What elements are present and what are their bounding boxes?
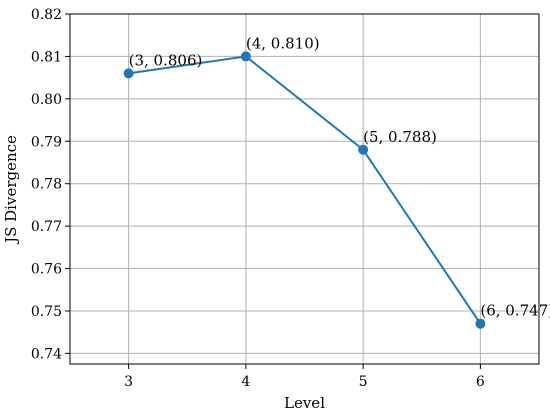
data-label: (5, 0.788): [363, 128, 437, 146]
plot-frame: [69, 13, 540, 365]
x-tick-label: 3: [124, 374, 133, 390]
x-tick-label: 4: [241, 374, 250, 390]
data-label: (6, 0.747): [480, 302, 550, 320]
y-tick-label: 0.78: [31, 177, 62, 193]
series-line: [128, 55, 482, 325]
y-tick-label: 0.75: [31, 304, 62, 320]
y-tick-label: 0.82: [31, 7, 62, 23]
y-tick-label: 0.81: [31, 49, 62, 65]
y-tick-label: 0.79: [31, 134, 62, 150]
data-label: (4, 0.810): [246, 34, 320, 52]
y-tick-label: 0.80: [31, 92, 62, 108]
data-point: [475, 318, 486, 329]
series-layer: (3, 0.806) (4, 0.810) (5, 0.788) (6, 0.747): [123, 34, 550, 329]
y-tick-label: 0.76: [31, 262, 62, 278]
data-point: [240, 51, 251, 62]
y-tick-label: 0.74: [31, 346, 62, 362]
data-point: [123, 68, 134, 79]
data-label: (3, 0.806): [129, 51, 203, 69]
x-axis-label: Level: [284, 394, 325, 412]
x-tick-label: 6: [476, 374, 485, 390]
data-point: [358, 144, 369, 155]
axis-layer: 3 4 5 6 0.74 0.75 0.76 0.77 0.78 0.79 0.80 0.81 0.82: [31, 7, 485, 390]
y-axis-label: JS Divergence: [2, 135, 20, 245]
x-tick-label: 5: [359, 374, 368, 390]
y-tick-label: 0.77: [31, 219, 62, 235]
